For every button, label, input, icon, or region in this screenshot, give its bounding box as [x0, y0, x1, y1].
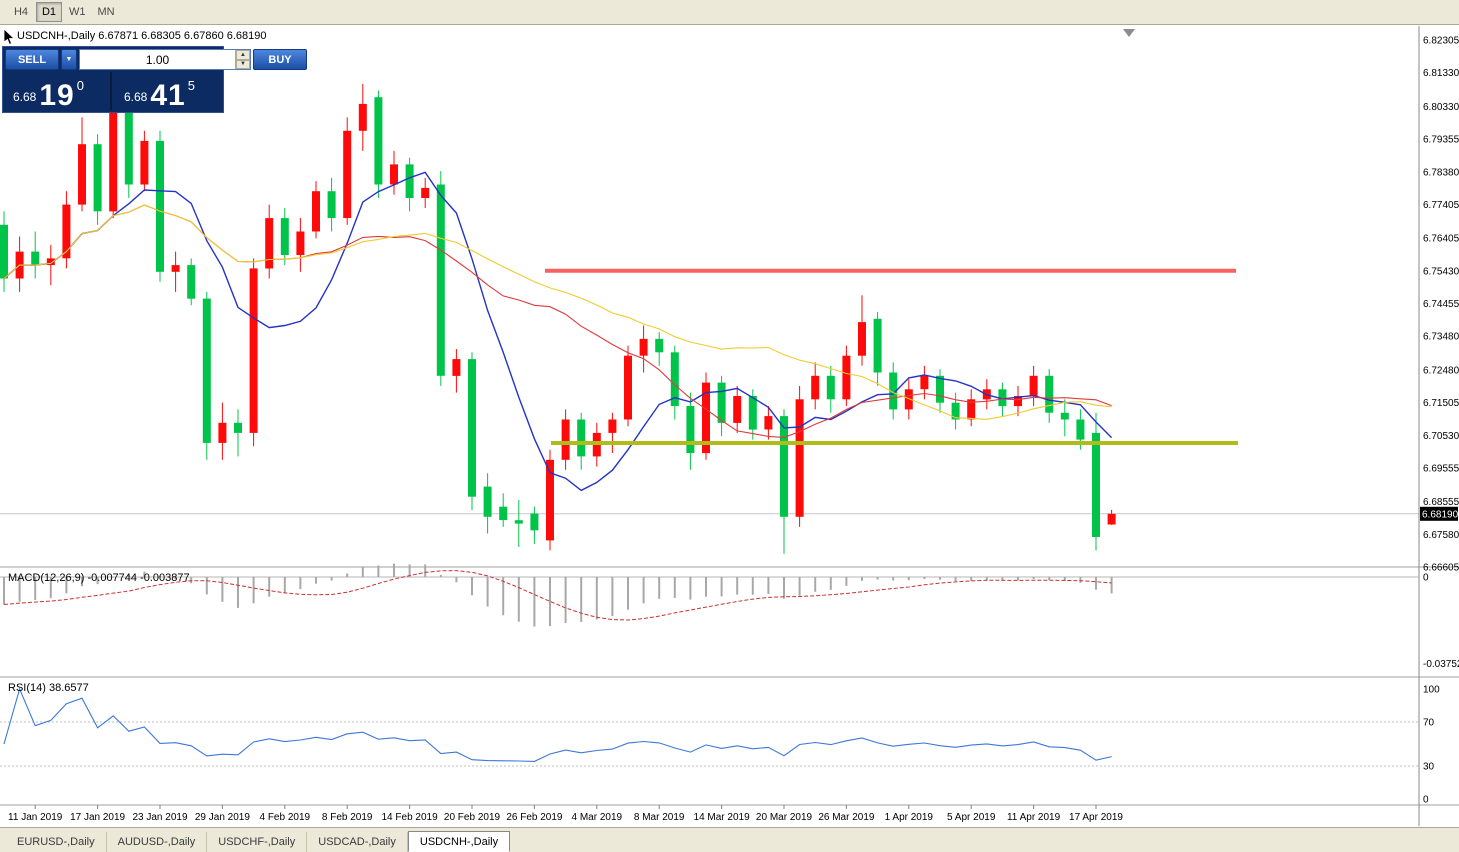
volume-input[interactable] [80, 50, 235, 69]
rsi-value: 38.6577 [48, 682, 89, 694]
price-tick: 6.74455 [1423, 299, 1459, 310]
price-tick: 6.72480 [1423, 365, 1459, 376]
timeframe-h4[interactable]: H4 [8, 2, 34, 22]
date-label: 20 Feb 2019 [444, 812, 501, 823]
price-scale[interactable]: 6.82305 6.81330 6.80330 6.79355 6.78380 6.774… [0, 26, 1459, 826]
price-tick: 6.77405 [1423, 200, 1459, 211]
rsi-level: 70 [1423, 718, 1435, 729]
date-label: 23 Jan 2019 [132, 812, 187, 823]
timeframe-d1[interactable]: D1 [36, 2, 62, 22]
date-label: 20 Mar 2019 [756, 812, 813, 823]
macd-scale-zero: 0 [1423, 573, 1429, 584]
sma-34-line [3, 204, 1112, 420]
date-label: 29 Jan 2019 [195, 812, 250, 823]
date-label: 5 Apr 2019 [947, 812, 996, 823]
volume-increase-button[interactable]: ▲ [236, 50, 250, 60]
price-tick: 6.80330 [1423, 102, 1459, 113]
date-label: 17 Apr 2019 [1069, 812, 1123, 823]
candles-layer [0, 83, 1419, 554]
price-tick: 6.79355 [1423, 135, 1459, 146]
horizontal-lines-layer[interactable] [545, 268, 1238, 445]
date-label: 11 Jan 2019 [8, 812, 63, 823]
tab-eurusd[interactable]: EURUSD-,Daily [6, 832, 107, 852]
date-label: 11 Apr 2019 [1007, 812, 1061, 823]
sma-20-line [3, 204, 1112, 438]
price-tick: 6.70530 [1423, 431, 1459, 442]
time-scale[interactable]: 11 Jan 2019 17 Jan 2019 23 Jan 2019 29 Jan … [8, 805, 1123, 823]
rsi-name: RSI(14) [8, 682, 46, 694]
date-label: 4 Feb 2019 [259, 812, 310, 823]
price-tick: 6.75430 [1423, 266, 1459, 277]
date-label: 1 Apr 2019 [885, 812, 934, 823]
timeframe-w1[interactable]: W1 [64, 2, 91, 22]
buy-price-prefix: 6.68 [124, 90, 148, 104]
price-tick: 6.81330 [1423, 68, 1459, 79]
buy-price[interactable]: 6.68 41 5 [110, 72, 221, 112]
date-label: 4 Mar 2019 [572, 812, 623, 823]
sell-button[interactable]: SELL [5, 49, 59, 70]
tab-usdcnh[interactable]: USDCNH-,Daily [407, 831, 511, 852]
order-type-dropdown[interactable]: ▼ [61, 49, 77, 70]
price-tick: 6.73480 [1423, 332, 1459, 343]
sell-price-prefix: 6.68 [13, 90, 37, 104]
rsi-level: 0 [1423, 795, 1429, 806]
volume-decrease-button[interactable]: ▼ [236, 59, 250, 69]
price-tick: 6.66605 [1423, 563, 1459, 574]
buy-button[interactable]: BUY [253, 49, 307, 70]
date-label: 26 Feb 2019 [506, 812, 563, 823]
tab-audusd[interactable]: AUDUSD-,Daily [107, 832, 208, 852]
macd-panel: 0 -0.03752 [0, 563, 1459, 670]
date-label: 8 Feb 2019 [322, 812, 373, 823]
current-price-text: 6.68190 [1422, 509, 1459, 520]
chart-shift-marker-icon[interactable] [1123, 29, 1135, 37]
price-tick: 6.76405 [1423, 234, 1459, 245]
price-tick: 6.71505 [1423, 398, 1459, 409]
date-label: 8 Mar 2019 [634, 812, 685, 823]
timeframe-mn[interactable]: MN [93, 2, 120, 22]
rsi-level: 30 [1423, 762, 1435, 773]
date-label: 26 Mar 2019 [818, 812, 875, 823]
macd-name: MACD(12,26,9) [8, 572, 85, 584]
price-tick: 6.78380 [1423, 167, 1459, 178]
price-tick: 6.82305 [1423, 36, 1459, 47]
current-price-badge [1420, 506, 1458, 521]
rsi-panel: 100 70 30 0 [0, 685, 1440, 806]
sell-price-pips: 19 [39, 79, 75, 112]
chevron-down-icon: ▼ [65, 56, 73, 63]
price-tick: 6.67580 [1423, 530, 1459, 541]
macd-scale-min: -0.03752 [1423, 659, 1459, 670]
volume-spinner: ▲ ▼ [235, 50, 250, 69]
date-label: 14 Feb 2019 [382, 812, 439, 823]
date-label: 17 Jan 2019 [70, 812, 125, 823]
chart-tabs-bar: EURUSD-,Daily AUDUSD-,Daily USDCHF-,Dail… [0, 827, 1459, 852]
chart-ohlc-header: USDCNH-,Daily 6.67871 6.68305 6.67860 6.… [17, 30, 267, 42]
moving-averages-layer [3, 171, 1113, 492]
sell-price-point: 0 [76, 78, 84, 93]
volume-box: ▲ ▼ [79, 49, 251, 70]
tab-usdchf[interactable]: USDCHF-,Daily [207, 832, 308, 852]
date-label: 14 Mar 2019 [694, 812, 751, 823]
timeframe-toolbar: H4 D1 W1 MN [0, 0, 1459, 25]
buy-price-point: 5 [187, 78, 195, 93]
macd-signal-line [3, 570, 1112, 621]
sma-8-line [3, 171, 1113, 492]
rsi-level: 100 [1423, 685, 1440, 696]
rsi-line [3, 687, 1112, 762]
buy-price-pips: 41 [150, 79, 186, 112]
macd-values: -0.007744 -0.003877 [87, 572, 190, 584]
price-tick: 6.69555 [1423, 464, 1459, 475]
ohlc-values: 6.67871 6.68305 6.67860 6.68190 [98, 30, 267, 42]
mouse-cursor-icon [3, 28, 16, 46]
rsi-indicator-label: RSI(14) 38.6577 [8, 682, 89, 694]
symbol-name: USDCNH-,Daily [17, 30, 96, 42]
price-chart[interactable]: 6.82305 6.81330 6.80330 6.79355 6.78380 6.774… [0, 26, 1459, 827]
macd-indicator-label: MACD(12,26,9) -0.007744 -0.003877 [8, 572, 190, 584]
tab-usdcad[interactable]: USDCAD-,Daily [307, 832, 408, 852]
sell-price[interactable]: 6.68 19 0 [5, 72, 110, 112]
price-tick: 6.68555 [1423, 497, 1459, 508]
